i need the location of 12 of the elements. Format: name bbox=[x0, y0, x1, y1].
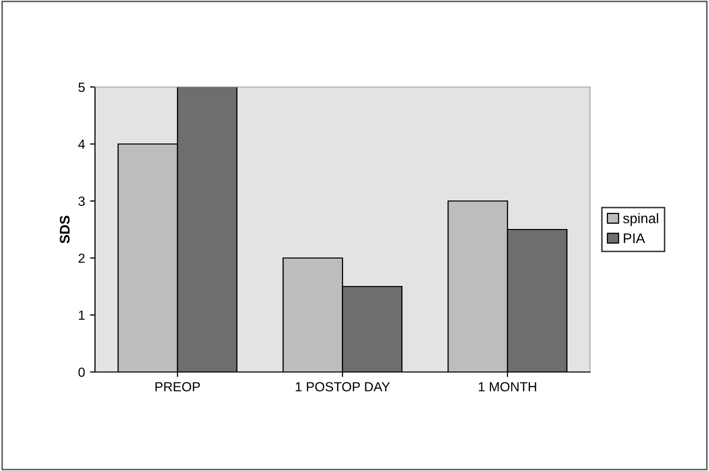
y-tick-label: 5 bbox=[78, 82, 85, 92]
x-tick-label: 1 MONTH bbox=[478, 382, 536, 392]
y-tick-label: 3 bbox=[78, 196, 85, 206]
y-tick-label: 2 bbox=[78, 254, 85, 263]
x-tick-label: PREOP bbox=[155, 382, 200, 392]
y-tick-label: 1 bbox=[78, 310, 85, 320]
y-tick-label: 0 bbox=[78, 368, 85, 377]
y-tick-label: 4 bbox=[78, 140, 85, 149]
legend-label: spinal bbox=[623, 213, 658, 226]
x-tick-label: 1 POSTOP DAY bbox=[296, 382, 390, 392]
y-axis-title: SDS bbox=[60, 216, 70, 244]
legend-label: PIA bbox=[624, 233, 646, 244]
